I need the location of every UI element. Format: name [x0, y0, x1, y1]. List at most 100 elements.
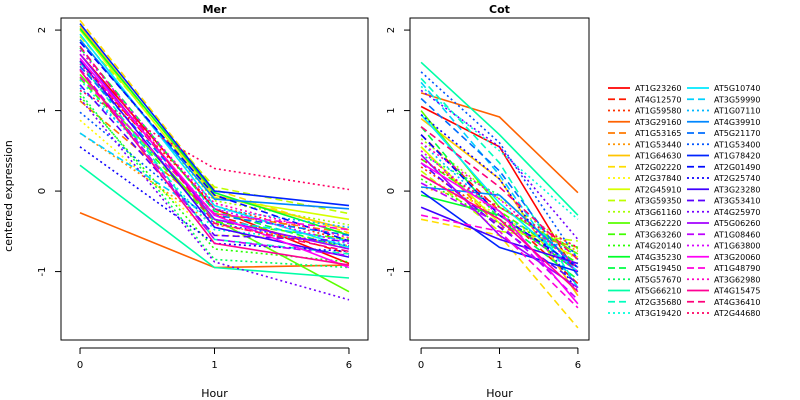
series-line-at5g06260 [420, 154, 579, 289]
legend-label: AT5G06260 [714, 219, 760, 228]
series-line-at1g78420 [79, 23, 350, 207]
legend-label: AT5G19450 [635, 264, 681, 273]
series-line-at3g29160 [420, 92, 579, 194]
plot-frame [60, 17, 369, 341]
panel-mer: Mer -1 0 1 2 0 1 6 Hour [37, 3, 369, 400]
series-line-at5g57670 [79, 92, 350, 269]
series-line-at2g25740 [420, 113, 579, 293]
series-line-at1g48790 [420, 214, 579, 309]
series-line-at3g59990 [420, 81, 579, 289]
legend: AT1G23260 AT4G12570 AT1G59580 AT3G29160 AT1G… [608, 84, 760, 318]
series-line-at4g35230 [79, 27, 350, 237]
x-tick-label: 6 [575, 360, 581, 371]
series-line-at3g61160 [420, 138, 579, 250]
legend-label: AT3G62220 [635, 219, 681, 228]
series-line-at5g21170 [420, 97, 579, 277]
series-line-at3g62220 [420, 110, 579, 255]
series-line-at5g10740 [79, 33, 350, 249]
legend-label: AT2G25740 [714, 174, 760, 183]
series-line-at5g19450 [79, 47, 350, 250]
plot-frame [409, 17, 590, 341]
y-tick-label: -1 [37, 267, 48, 277]
legend-label: AT4G15475 [714, 287, 760, 296]
legend-label: AT2G35680 [635, 298, 681, 307]
legend-label: AT3G63260 [635, 230, 681, 239]
series-line-at4g25970 [420, 89, 579, 240]
legend-label: AT1G23260 [635, 84, 681, 93]
legend-label: AT3G19420 [635, 309, 681, 318]
legend-label: AT1G59580 [635, 107, 681, 116]
legend-label: AT3G59990 [714, 95, 760, 104]
legend-label: AT3G62980 [714, 275, 760, 284]
legend-label: AT4G25970 [714, 208, 760, 217]
legend-label: AT5G57670 [635, 275, 681, 284]
legend-label: AT3G20060 [714, 253, 760, 262]
y-axis-label: centered expression [2, 140, 15, 252]
legend-label: AT4G20140 [635, 242, 681, 251]
x-axis-label: Hour [201, 387, 228, 400]
series-line-at2g44680 [420, 158, 579, 249]
series-line-at3g20060 [79, 57, 350, 269]
series-line-at1g48790 [79, 76, 350, 231]
series-line-at3g19420 [420, 85, 579, 220]
series-line-at3g62980 [79, 63, 350, 239]
y-tick-label: 2 [386, 27, 397, 33]
legend-label: AT1G48790 [714, 264, 760, 273]
y-tick-label: 1 [37, 107, 48, 113]
series-line-at2g35680 [420, 77, 579, 289]
series-line-at5g06260 [79, 53, 350, 250]
x-tick-label: 6 [346, 360, 352, 371]
legend-label: AT5G10740 [714, 84, 760, 93]
series-line-at1g63800 [420, 150, 579, 273]
legend-label: AT4G12570 [635, 95, 681, 104]
legend-label: AT3G61160 [635, 208, 681, 217]
legend-label: AT3G29160 [635, 118, 681, 127]
legend-label: AT4G35230 [635, 253, 681, 262]
x-tick-label: 1 [496, 360, 502, 371]
legend-label: AT1G07110 [714, 107, 760, 116]
series-line-at5g66210 [420, 61, 579, 216]
series-line-at3g53410 [420, 162, 579, 285]
legend-label: AT2G01490 [714, 163, 760, 172]
series-line-at3g62980 [420, 142, 579, 269]
legend-label: AT1G08460 [714, 230, 760, 239]
series-line-at1g63800 [79, 49, 350, 245]
legend-label: AT5G21170 [714, 129, 760, 138]
series-line-at1g08460 [420, 182, 579, 301]
series-line-at3g61160 [79, 39, 350, 226]
series-line-at4g15475 [79, 69, 350, 266]
legend-label: AT2G45910 [635, 185, 681, 194]
legend-label: AT1G78420 [714, 152, 760, 161]
series-line-at1g78420 [420, 190, 579, 273]
series-line-at3g23280 [420, 206, 579, 265]
series-line-at4g25970 [79, 97, 350, 301]
legend-label: AT1G63800 [714, 242, 760, 251]
legend-label: AT3G23280 [714, 185, 760, 194]
legend-label: AT3G59350 [635, 197, 681, 206]
legend-label: AT4G39910 [714, 118, 760, 127]
panel-title: Mer [203, 3, 227, 16]
series-line-at2g44680 [79, 89, 350, 191]
panel-title: Cot [489, 3, 510, 16]
y-tick-label: -1 [386, 267, 397, 277]
series-line-at3g20060 [420, 162, 579, 305]
x-axis-label: Hour [486, 387, 513, 400]
series-line-at2g02220 [79, 19, 350, 234]
legend-label: AT1G64630 [635, 152, 681, 161]
series-line-at2g37840 [79, 119, 350, 239]
legend-label: AT1G53400 [714, 140, 760, 149]
legend-label: AT2G37840 [635, 174, 681, 183]
series-line-at5g66210 [79, 164, 350, 279]
legend-label: AT1G53440 [635, 140, 681, 149]
legend-label: AT3G53410 [714, 197, 760, 206]
legend-label: AT5G66210 [635, 287, 681, 296]
series-line-at3g59350 [79, 35, 350, 215]
series-line-at4g36410 [420, 126, 579, 261]
legend-label: AT2G02220 [635, 163, 681, 172]
y-tick-label: 0 [386, 188, 397, 194]
series-line-at1g53400 [420, 71, 579, 260]
series-line-at4g15475 [420, 174, 579, 293]
x-tick-label: 0 [418, 360, 424, 371]
series-line-at1g08460 [79, 68, 350, 257]
panel-cot: Cot -1 0 1 2 0 1 6 Hour [386, 3, 590, 400]
